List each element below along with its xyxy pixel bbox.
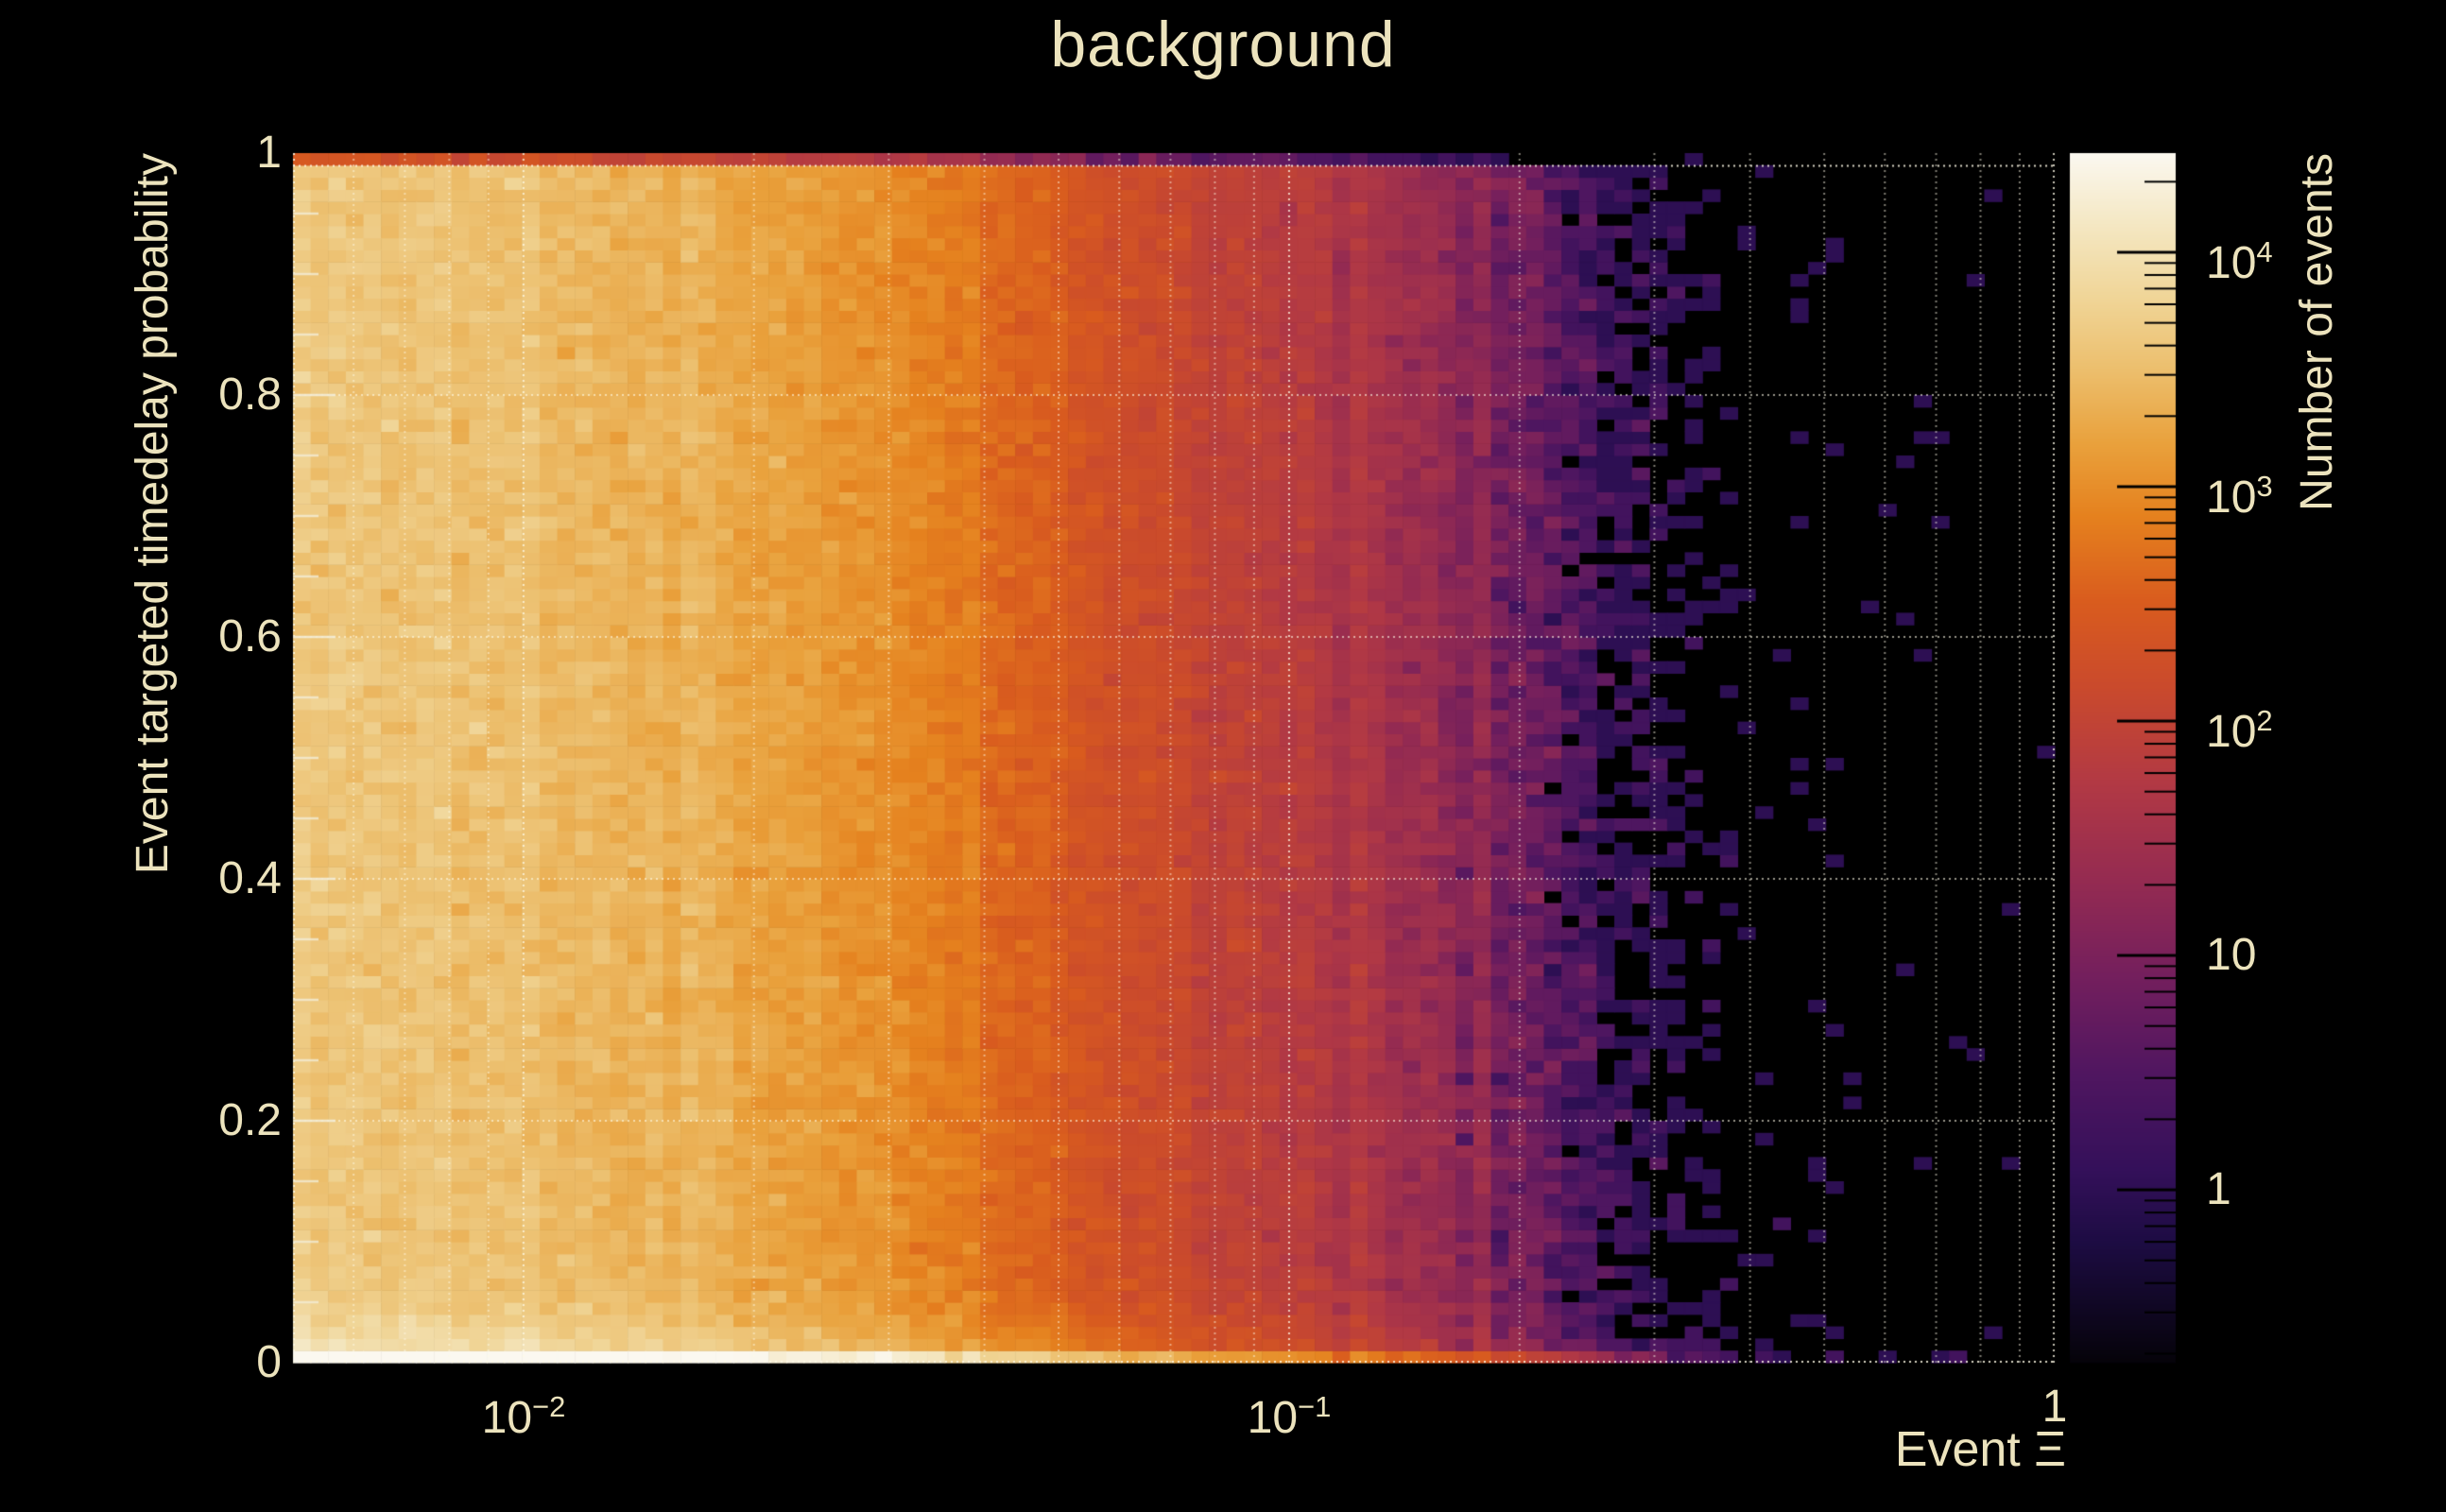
x-tick-label: 10−1 bbox=[1247, 1390, 1332, 1443]
plot-title: background bbox=[1050, 9, 1396, 80]
colorbar-title: Number of events bbox=[2292, 153, 2342, 511]
y-tick-label: 0 bbox=[256, 1337, 282, 1387]
exponent: −2 bbox=[532, 1390, 566, 1423]
x-axis-title: Event Ξ bbox=[1894, 1422, 2066, 1477]
colorbar-tick-label: 102 bbox=[2206, 704, 2273, 757]
colorbar-tick-label: 104 bbox=[2206, 235, 2273, 288]
y-tick-label: 1 bbox=[256, 128, 282, 178]
exponent: 4 bbox=[2256, 235, 2273, 268]
colorbar-tick-label: 1 bbox=[2206, 1164, 2231, 1214]
colorbar-tick-label: 10 bbox=[2206, 930, 2257, 980]
y-tick-label: 0.4 bbox=[218, 853, 282, 903]
colorbar-tick-label: 103 bbox=[2206, 470, 2273, 523]
y-tick-label: 0.2 bbox=[218, 1095, 282, 1145]
y-tick-label: 0.6 bbox=[218, 611, 282, 662]
exponent: 3 bbox=[2256, 470, 2273, 503]
x-tick-label: 10−2 bbox=[481, 1390, 566, 1443]
y-tick-label: 0.8 bbox=[218, 369, 282, 420]
x-tick-label: 1 bbox=[2041, 1382, 2068, 1432]
exponent: 2 bbox=[2256, 704, 2273, 737]
exponent: −1 bbox=[1298, 1390, 1332, 1423]
